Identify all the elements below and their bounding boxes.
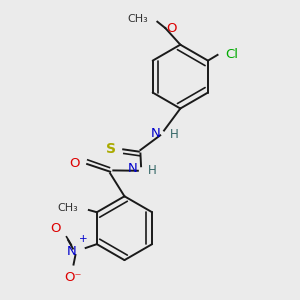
Text: N: N [151,127,160,140]
Text: Cl: Cl [226,48,238,62]
Text: CH₃: CH₃ [127,14,148,23]
Text: O: O [166,22,177,34]
Text: O⁻: O⁻ [64,271,82,284]
Text: S: S [106,142,116,156]
Text: H: H [170,128,178,141]
Text: H: H [147,164,156,177]
Text: N: N [128,162,138,175]
Text: O: O [51,222,61,235]
Text: CH₃: CH₃ [57,203,78,213]
Text: O: O [69,157,80,170]
Text: +: + [79,234,87,244]
Text: N: N [66,245,76,258]
